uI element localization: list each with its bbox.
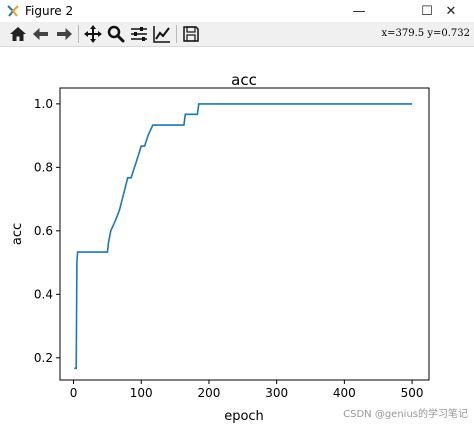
pan-icon — [84, 25, 102, 43]
x-tick-label: 300 — [265, 386, 288, 400]
toolbar-separator — [78, 25, 79, 43]
watermark: CSDN @genius的学习笔记 — [343, 409, 468, 420]
title-bar: Figure 2 — ☐ ✕ — [0, 0, 474, 22]
app-icon — [7, 5, 19, 17]
forward-icon — [57, 28, 72, 40]
cursor-coordinates: x=379.5 y=0.732 — [381, 28, 470, 39]
back-icon — [33, 28, 48, 40]
y-axis-label: acc — [10, 223, 25, 245]
save-button[interactable] — [180, 23, 202, 45]
toolbar-separator — [176, 25, 177, 43]
acc-series-line — [74, 103, 413, 370]
maximize-button[interactable]: ☐ — [421, 3, 433, 19]
edit-axis-button[interactable] — [151, 23, 173, 45]
x-tick-label: 0 — [70, 386, 78, 400]
y-tick-label: 0.4 — [34, 287, 53, 301]
zoom-icon — [107, 25, 125, 43]
y-tick-label: 0.8 — [34, 160, 53, 174]
window-title: Figure 2 — [25, 4, 74, 18]
y-axis-ticks: 0.2 0.4 0.6 0.8 1.0 — [34, 97, 60, 365]
minimize-button[interactable]: — — [352, 3, 366, 19]
x-tick-label: 400 — [333, 386, 356, 400]
y-tick-label: 1.0 — [34, 97, 53, 111]
edit-axis-icon — [153, 26, 170, 43]
x-tick-label: 200 — [198, 386, 221, 400]
x-axis-label: epoch — [224, 409, 264, 424]
figure-canvas[interactable]: acc 0 100 200 300 400 500 0.2 0.4 0.6 0.8 1.0 epo… — [0, 47, 474, 424]
configure-subplots-button[interactable] — [128, 23, 150, 45]
save-icon — [183, 26, 199, 42]
y-tick-label: 0.6 — [34, 224, 53, 238]
plot-frame — [59, 87, 430, 381]
x-tick-label: 100 — [130, 386, 153, 400]
toolbar: x=379.5 y=0.732 — [0, 22, 474, 47]
x-axis-ticks: 0 100 200 300 400 500 — [70, 380, 424, 400]
forward-button[interactable] — [53, 23, 75, 45]
back-button[interactable] — [30, 23, 52, 45]
y-tick-label: 0.2 — [34, 351, 53, 365]
home-button[interactable] — [7, 23, 29, 45]
configure-subplots-icon — [131, 27, 147, 41]
chart-title: acc — [231, 71, 257, 89]
zoom-button[interactable] — [105, 23, 127, 45]
acc-chart: acc 0 100 200 300 400 500 0.2 0.4 0.6 0.8 1.0 epo… — [10, 71, 430, 424]
home-icon — [10, 27, 26, 41]
close-button[interactable]: ✕ — [445, 3, 457, 19]
x-tick-label: 500 — [401, 386, 424, 400]
pan-button[interactable] — [82, 23, 104, 45]
